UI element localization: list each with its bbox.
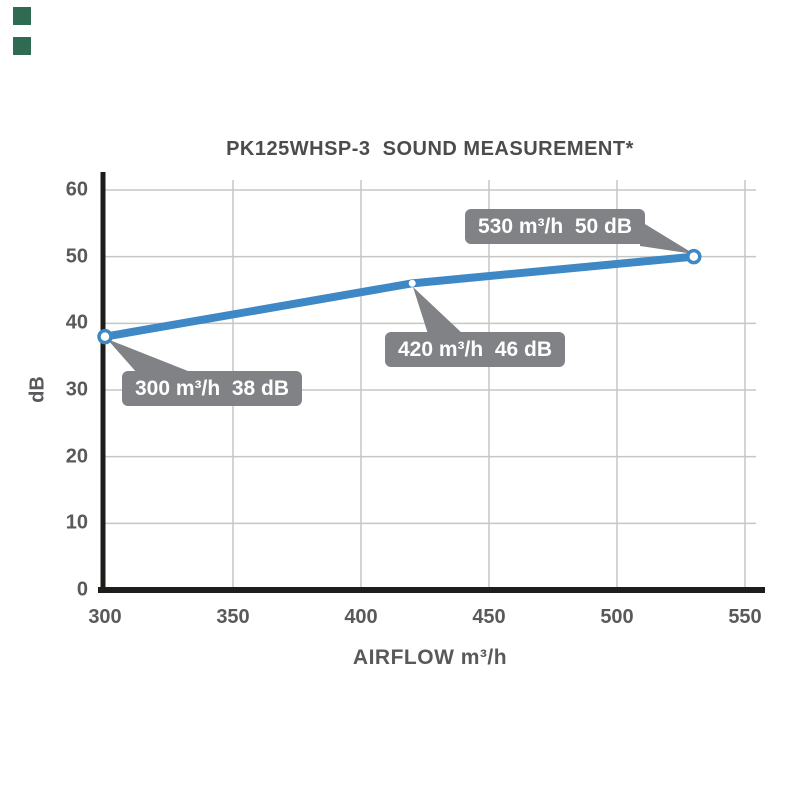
- callout-pointer: [640, 221, 694, 254]
- data-point-marker: [408, 279, 416, 287]
- y-axis-title: dB: [26, 376, 49, 403]
- data-callout: 530 m³/h 50 dB: [465, 209, 646, 244]
- y-tick-label: 60: [65, 178, 88, 201]
- green-square-icon: [13, 37, 31, 55]
- x-tick-label: 400: [344, 606, 378, 628]
- x-tick-label: 550: [728, 606, 762, 628]
- data-callout: 420 m³/h 46 dB: [385, 332, 566, 367]
- data-point-marker: [686, 248, 702, 265]
- sound-level-line: [101, 252, 698, 341]
- y-tick-label: 50: [65, 245, 88, 268]
- callout-pointer: [107, 339, 193, 373]
- y-tick-label: 10: [65, 511, 88, 534]
- green-square-icon: [13, 7, 31, 25]
- chart-title: PK125WHSP-3 SOUND MEASUREMENT*: [226, 138, 634, 160]
- x-tick-label: 300: [88, 606, 122, 628]
- x-axis-title: AIRFLOW m³/h: [352, 646, 508, 669]
- data-point-marker: [97, 328, 113, 345]
- y-tick-label: 0: [76, 578, 88, 601]
- data-callout: 300 m³/h 38 dB: [122, 371, 303, 406]
- x-tick-label: 500: [600, 606, 634, 628]
- x-tick-label: 450: [472, 606, 506, 628]
- y-tick-label: 20: [65, 445, 88, 468]
- y-tick-label: 30: [65, 378, 88, 401]
- y-tick-label: 40: [65, 311, 88, 334]
- callout-pointer: [413, 287, 463, 334]
- x-tick-label: 350: [216, 606, 250, 628]
